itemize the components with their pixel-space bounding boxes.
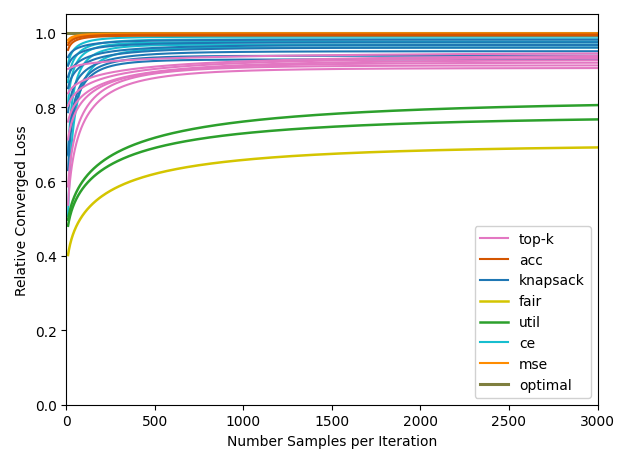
acc [576, 34, 584, 39]
fair [268, 155, 276, 161]
knapsack [593, 57, 601, 63]
Line: ce: ce [68, 49, 597, 216]
top-k [466, 66, 474, 72]
top-k [64, 202, 72, 208]
top-k [593, 66, 601, 72]
mse [576, 32, 584, 38]
optimal [268, 31, 276, 36]
Y-axis label: Relative Converged Loss: Relative Converged Loss [15, 125, 29, 295]
top-k [268, 68, 276, 74]
ce [466, 46, 474, 51]
util [593, 117, 601, 123]
ce [576, 46, 584, 51]
mse [268, 32, 276, 38]
acc [64, 48, 72, 54]
util [466, 120, 474, 125]
fair [576, 145, 584, 151]
acc [466, 34, 474, 39]
ce [222, 46, 229, 51]
util [576, 118, 584, 123]
optimal [593, 31, 601, 36]
knapsack [268, 57, 276, 63]
fair [226, 159, 234, 165]
fair [307, 153, 314, 158]
mse [307, 32, 314, 38]
Line: knapsack: knapsack [68, 60, 597, 171]
Line: acc: acc [68, 37, 597, 51]
mse [466, 32, 474, 38]
optimal [307, 31, 314, 36]
acc [222, 34, 229, 39]
util [307, 126, 314, 131]
acc [307, 34, 314, 39]
util [226, 133, 234, 138]
top-k [226, 69, 234, 75]
util [222, 133, 229, 139]
mse [593, 32, 601, 38]
knapsack [226, 58, 234, 63]
knapsack [576, 57, 584, 63]
mse [64, 41, 72, 46]
Line: util: util [68, 120, 597, 226]
knapsack [64, 168, 72, 174]
ce [593, 46, 601, 51]
ce [268, 46, 276, 51]
optimal [226, 31, 234, 36]
ce [226, 46, 234, 51]
mse [226, 32, 234, 38]
optimal [576, 31, 584, 36]
util [64, 224, 72, 229]
fair [222, 160, 229, 165]
knapsack [466, 57, 474, 63]
X-axis label: Number Samples per Iteration: Number Samples per Iteration [227, 434, 437, 448]
knapsack [222, 58, 229, 63]
optimal [64, 31, 72, 36]
Legend: top-k, acc, knapsack, fair, util, ce, mse, optimal: top-k, acc, knapsack, fair, util, ce, ms… [474, 226, 590, 398]
acc [593, 34, 601, 39]
util [268, 129, 276, 134]
optimal [466, 31, 474, 36]
ce [307, 46, 314, 51]
top-k [222, 69, 229, 75]
fair [593, 145, 601, 151]
Line: mse: mse [68, 35, 597, 44]
acc [268, 34, 276, 39]
Line: top-k: top-k [68, 69, 597, 205]
knapsack [307, 57, 314, 63]
acc [226, 34, 234, 39]
top-k [576, 66, 584, 72]
Line: fair: fair [68, 148, 597, 256]
fair [64, 253, 72, 258]
top-k [307, 68, 314, 73]
ce [64, 213, 72, 219]
mse [222, 32, 229, 38]
fair [466, 147, 474, 153]
optimal [222, 31, 229, 36]
